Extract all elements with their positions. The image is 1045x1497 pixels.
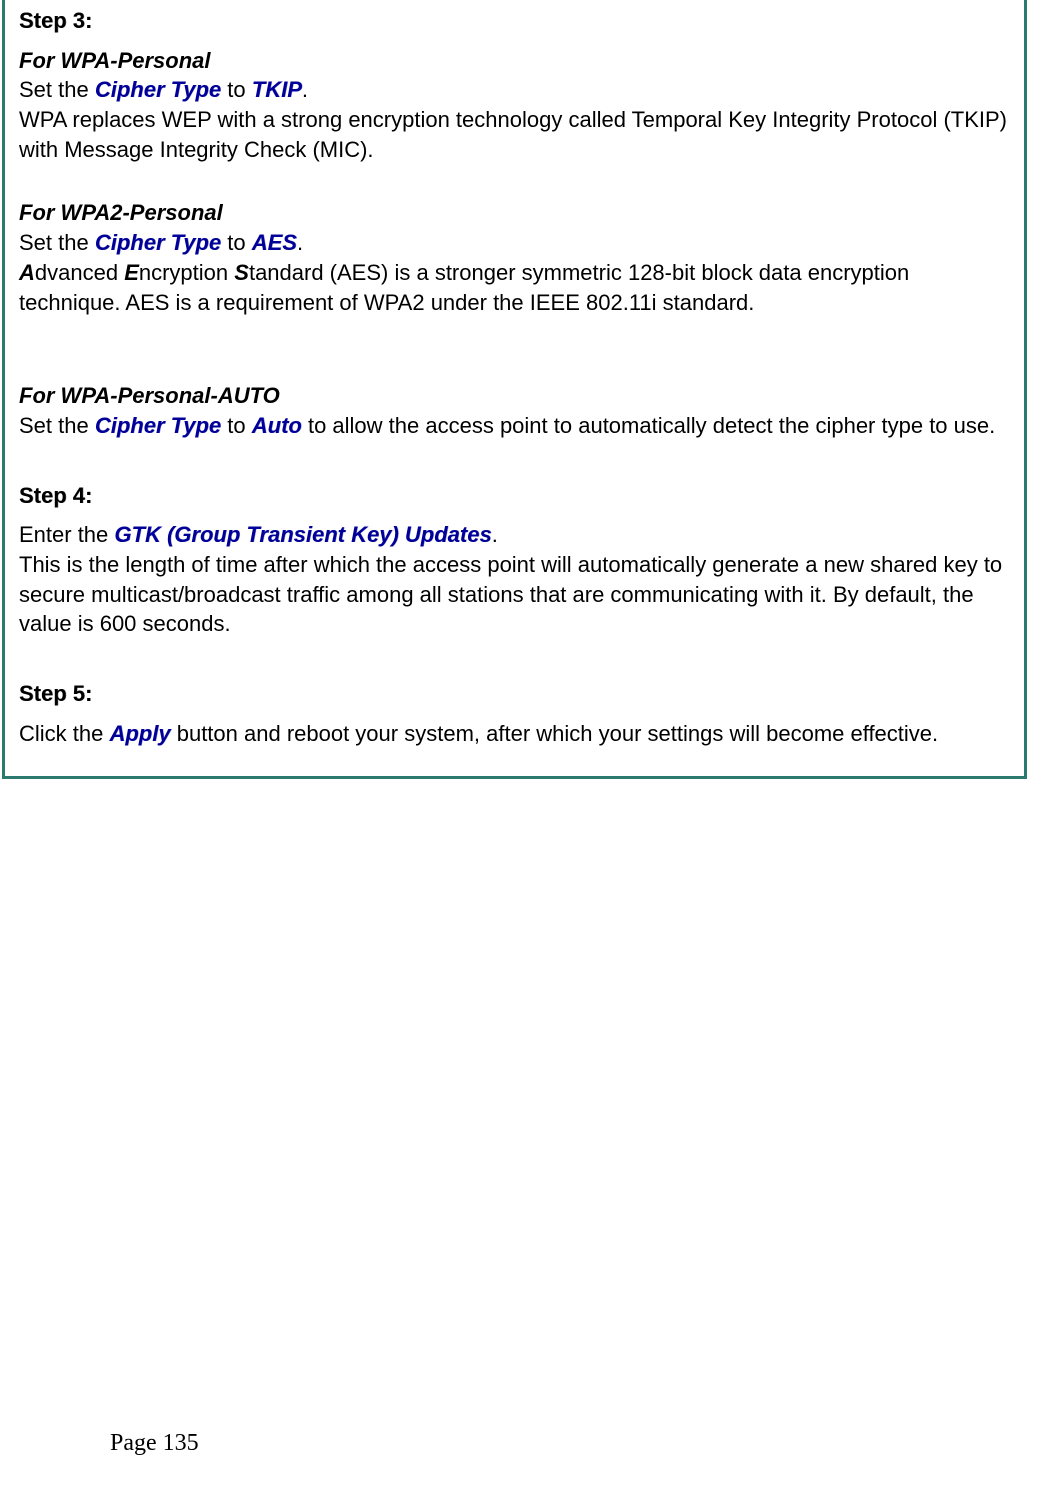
step3-section2-title: For WPA2-Personal: [19, 198, 1010, 228]
spacer: [19, 164, 1010, 194]
step3-section3-line1: Set the Cipher Type to Auto to allow the…: [19, 411, 1010, 441]
text: Set the: [19, 230, 95, 255]
text: .: [297, 230, 303, 255]
spacer: [19, 317, 1010, 377]
step5-line1: Click the Apply button and reboot your s…: [19, 719, 1010, 749]
text: button and reboot your system, after whi…: [171, 721, 939, 746]
step4-heading: Step 4:: [19, 481, 1010, 511]
text: .: [302, 77, 308, 102]
step3-section1-desc: WPA replaces WEP with a strong encryptio…: [19, 105, 1010, 164]
text: to: [221, 413, 252, 438]
text: Set the: [19, 77, 95, 102]
text: dvanced: [35, 260, 124, 285]
text: S: [234, 260, 249, 285]
text: Enter the: [19, 522, 114, 547]
cipher-type-label: Cipher Type: [95, 230, 221, 255]
step3-section1-line1: Set the Cipher Type to TKIP.: [19, 75, 1010, 105]
text: to: [221, 230, 252, 255]
text: Click the: [19, 721, 109, 746]
gtk-label: GTK (Group Transient Key) Updates: [114, 522, 491, 547]
text: to allow the access point to automatical…: [302, 413, 995, 438]
text: .: [492, 522, 498, 547]
cipher-type-label: Cipher Type: [95, 413, 221, 438]
step5-heading: Step 5:: [19, 679, 1010, 709]
text: Set the: [19, 413, 95, 438]
page-number: Page 135: [110, 1430, 199, 1457]
cipher-type-label: Cipher Type: [95, 77, 221, 102]
text: E: [124, 260, 139, 285]
step3-heading: Step 3:: [19, 6, 1010, 36]
step3-section3-title: For WPA-Personal-AUTO: [19, 381, 1010, 411]
text: to: [221, 77, 252, 102]
auto-label: Auto: [252, 413, 302, 438]
step3-section1-title: For WPA-Personal: [19, 46, 1010, 76]
text: ncryption: [139, 260, 234, 285]
apply-label: Apply: [109, 721, 170, 746]
content-box: Step 3: For WPA-Personal Set the Cipher …: [2, 0, 1027, 779]
step4-line1: Enter the GTK (Group Transient Key) Upda…: [19, 520, 1010, 550]
aes-label: AES: [252, 230, 297, 255]
step3-section2-line1: Set the Cipher Type to AES.: [19, 228, 1010, 258]
tkip-label: TKIP: [252, 77, 302, 102]
step4-desc: This is the length of time after which t…: [19, 550, 1010, 639]
text: A: [19, 260, 35, 285]
step3-section2-desc: Advanced Encryption Standard (AES) is a …: [19, 258, 1010, 317]
